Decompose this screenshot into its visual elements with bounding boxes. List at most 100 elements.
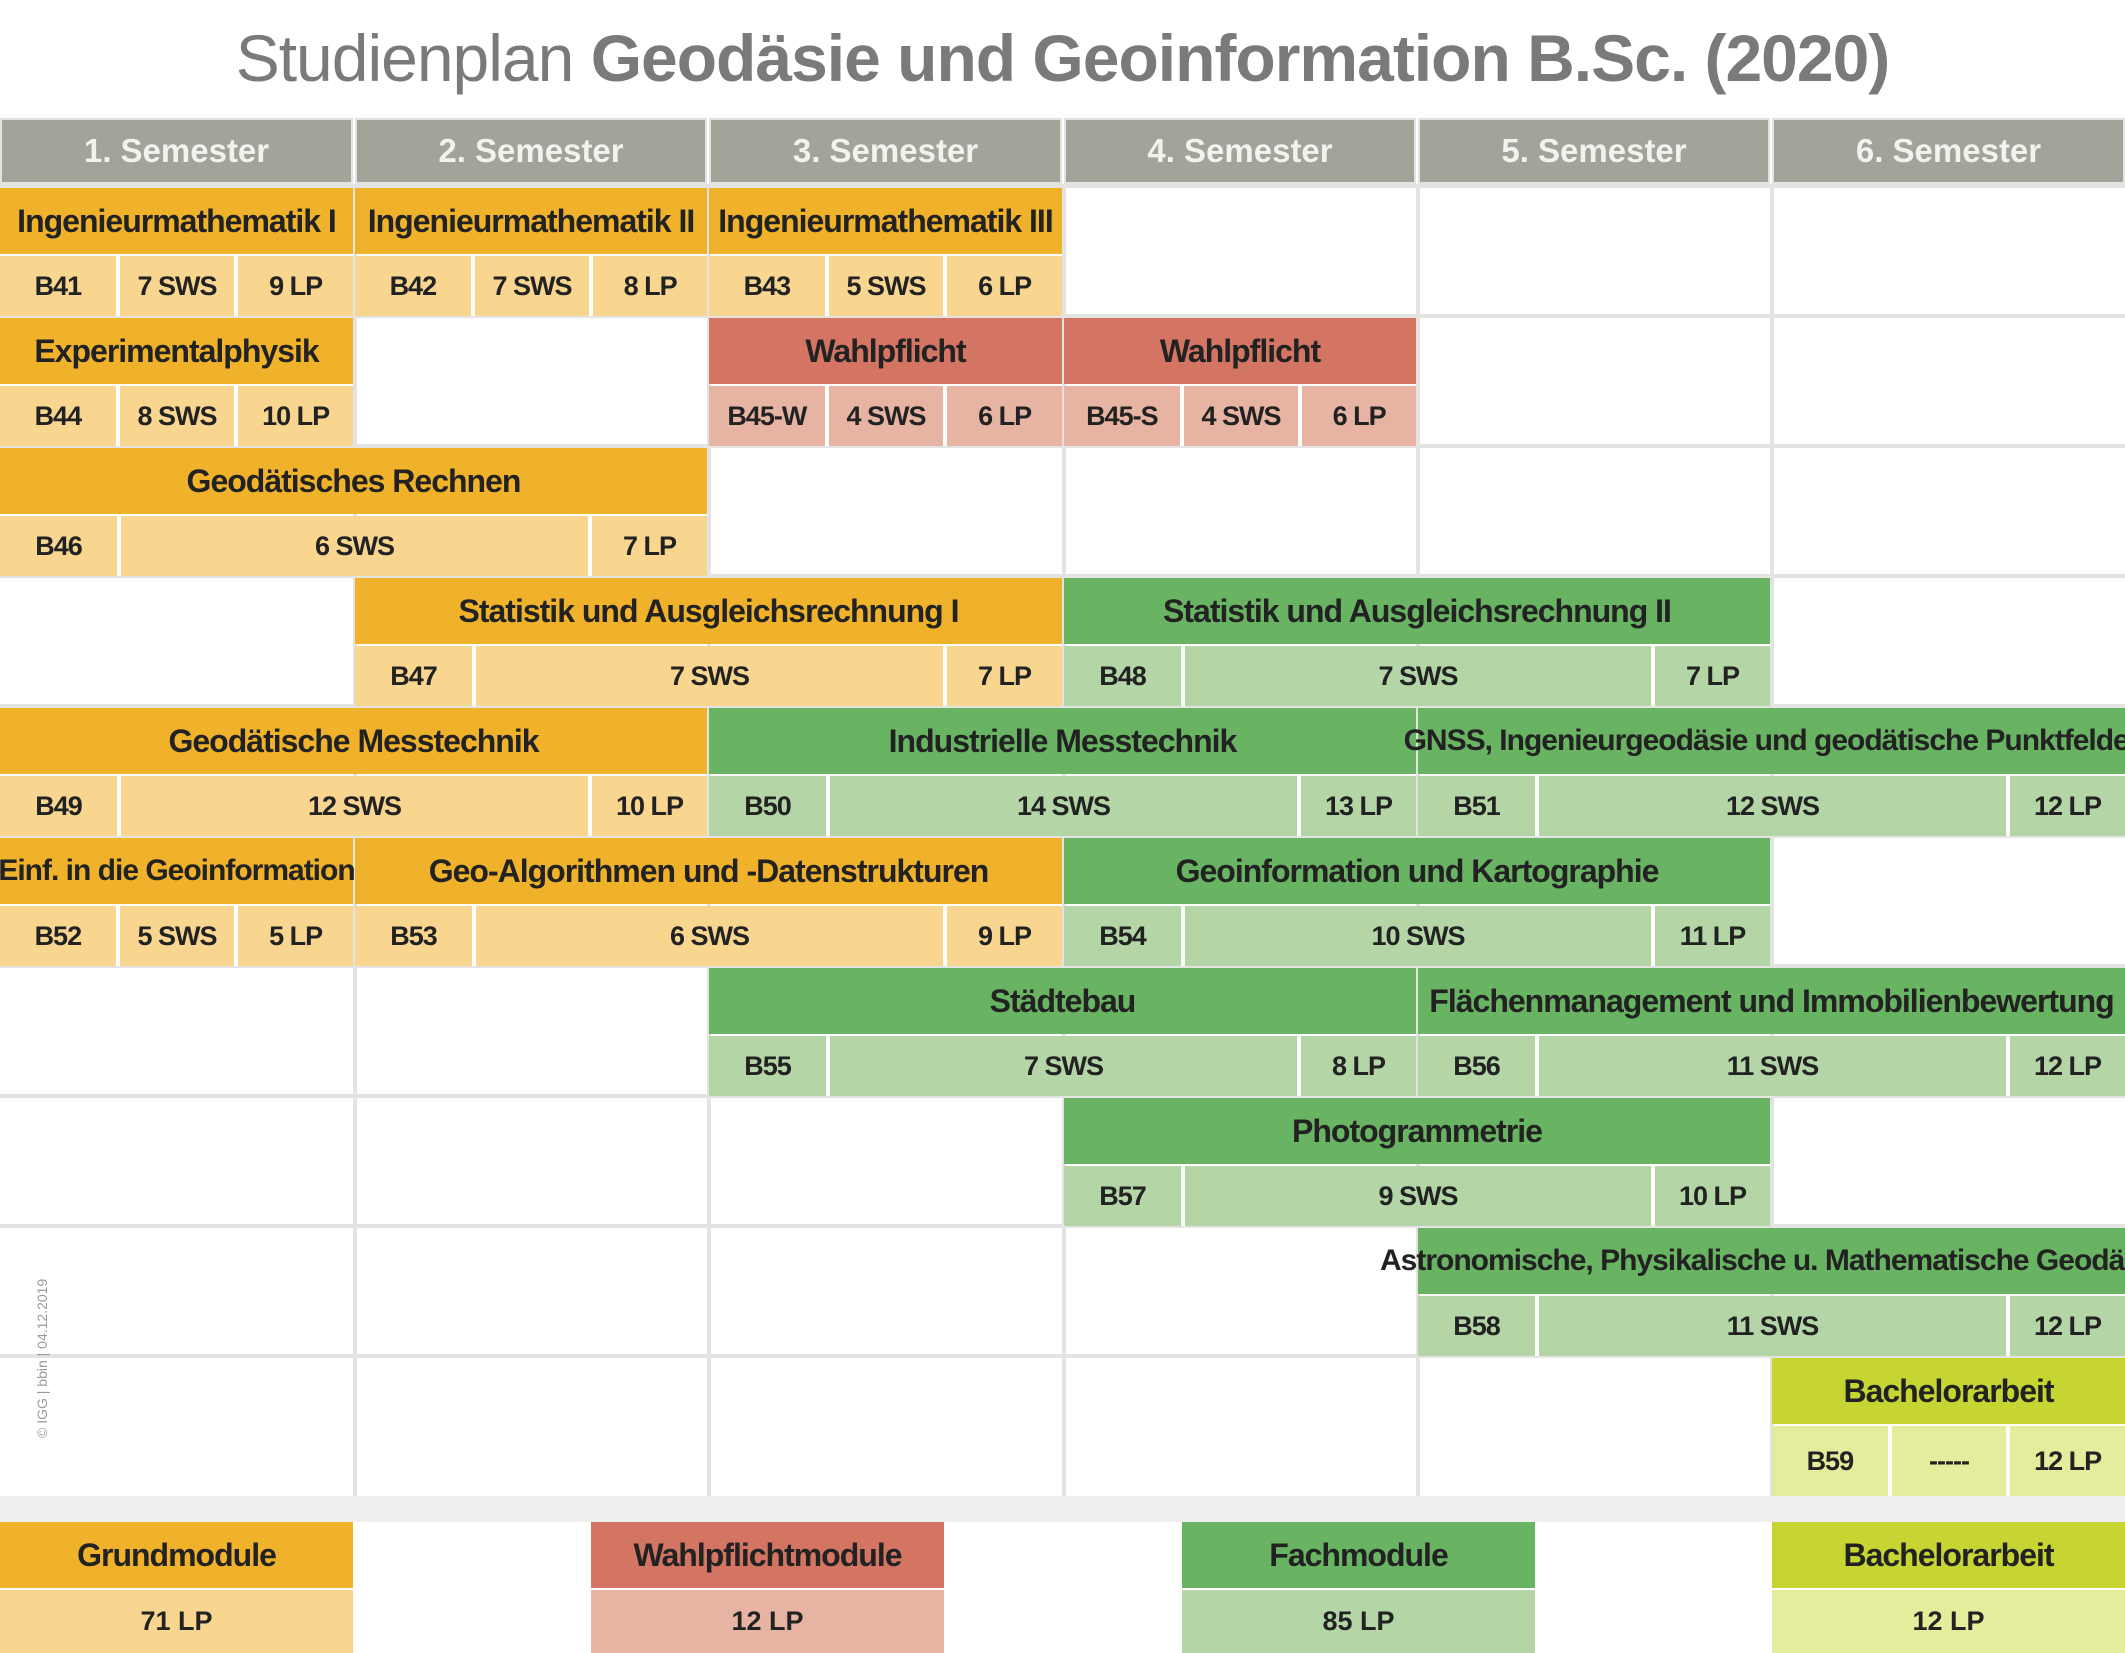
module-code: B51 [1418, 776, 1535, 836]
module-sws: 7 SWS [1181, 646, 1651, 706]
module-sws: 9 SWS [1181, 1166, 1651, 1226]
module-lp: 12 LP [2006, 1426, 2125, 1496]
module-name: Ingenieurmathematik III [709, 188, 1062, 254]
legend-bachelorarbeit: Bachelorarbeit 12 LP [1772, 1522, 2125, 1653]
module-name: Geodätische Messtechnik [0, 708, 707, 774]
module-code: B49 [0, 776, 117, 836]
module-card: Ingenieurmathematik II B42 7 SWS 8 LP [355, 188, 707, 316]
module-name: Statistik und Ausgleichsrechnung I [355, 578, 1062, 644]
module-lp: 5 LP [234, 906, 353, 966]
module-code: B47 [355, 646, 472, 706]
legend-value: 12 LP [1772, 1590, 2125, 1653]
module-lp: 11 LP [1651, 906, 1770, 966]
module-sws: 4 SWS [1179, 386, 1299, 446]
module-sws: 12 SWS [1535, 776, 2006, 836]
module-card: Geodätisches Rechnen B46 6 SWS 7 LP [0, 448, 707, 576]
copyright-credit: © IGG | bbin | 04.12.2019 [34, 1278, 50, 1438]
module-code: B50 [709, 776, 826, 836]
module-lp: 7 LP [588, 516, 707, 576]
legend-value: 85 LP [1182, 1590, 1535, 1653]
semester-header-1: 1. Semester [0, 118, 353, 184]
grid-line [1770, 184, 1774, 1496]
module-sws: 4 SWS [824, 386, 944, 446]
module-sws: 7 SWS [472, 646, 943, 706]
semester-header-3: 3. Semester [709, 118, 1062, 184]
module-card: Geo-Algorithmen und -Datenstrukturen B53… [355, 838, 1062, 966]
module-name: Einf. in die Geoinformation [0, 838, 356, 904]
module-sws: 10 SWS [1181, 906, 1651, 966]
module-card: Ingenieurmathematik I B41 7 SWS 9 LP [0, 188, 353, 316]
module-lp: 6 LP [943, 256, 1062, 316]
legend-value: 71 LP [0, 1590, 353, 1653]
legend-name: Grundmodule [0, 1522, 353, 1588]
module-sws: 6 SWS [117, 516, 588, 576]
module-name: Industrielle Messtechnik [709, 708, 1416, 774]
module-card: Geoinformation und Kartographie B54 10 SW… [1064, 838, 1770, 966]
module-lp: 10 LP [234, 386, 353, 446]
module-name: Geodätisches Rechnen [0, 448, 707, 514]
module-code: B59 [1772, 1426, 1888, 1496]
module-sws: 8 SWS [115, 386, 235, 446]
module-code: B46 [0, 516, 117, 576]
module-card: Wahlpflicht B45-S 4 SWS 6 LP [1064, 318, 1416, 446]
module-name: Photogrammetrie [1064, 1098, 1770, 1164]
module-name: GNSS, Ingenieurgeodäsie und geodätische … [1404, 708, 2125, 774]
module-card: Experimentalphysik B44 8 SWS 10 LP [0, 318, 353, 446]
module-sws: 11 SWS [1535, 1036, 2006, 1096]
module-lp: 12 LP [2006, 1036, 2125, 1096]
module-sws: 7 SWS [826, 1036, 1297, 1096]
study-plan-grid: 1. Semester 2. Semester 3. Semester 4. S… [0, 118, 2125, 1496]
module-lp: 7 LP [1651, 646, 1770, 706]
module-card: Wahlpflicht B45-W 4 SWS 6 LP [709, 318, 1062, 446]
module-code: B54 [1064, 906, 1181, 966]
module-code: B53 [355, 906, 472, 966]
legend-name: Bachelorarbeit [1772, 1522, 2125, 1588]
module-name: Ingenieurmathematik I [0, 188, 353, 254]
module-sws: 5 SWS [824, 256, 944, 316]
module-card: Geodätische Messtechnik B49 12 SWS 10 LP [0, 708, 707, 836]
module-card: Bachelorarbeit B59 ----- 12 LP [1772, 1358, 2125, 1496]
module-code: B45-W [709, 386, 825, 446]
module-card: Astronomische, Physikalische u. Mathemat… [1380, 1228, 2125, 1356]
module-code: B42 [355, 256, 471, 316]
legend-fachmodule: Fachmodule 85 LP [1182, 1522, 1535, 1653]
module-code: B41 [0, 256, 116, 316]
module-name: Statistik und Ausgleichsrechnung II [1064, 578, 1770, 644]
module-name: Astronomische, Physikalische u. Mathemat… [1380, 1228, 2125, 1294]
module-sws: ----- [1887, 1426, 2007, 1496]
module-name: Bachelorarbeit [1772, 1358, 2125, 1424]
module-sws: 6 SWS [472, 906, 943, 966]
legend-grundmodule: Grundmodule 71 LP [0, 1522, 353, 1653]
module-lp: 7 LP [943, 646, 1062, 706]
module-lp: 9 LP [943, 906, 1062, 966]
module-lp: 10 LP [1651, 1166, 1770, 1226]
module-name: Wahlpflicht [709, 318, 1062, 384]
module-card: Photogrammetrie B57 9 SWS 10 LP [1064, 1098, 1770, 1226]
module-card: Statistik und Ausgleichsrechnung II B48 7… [1064, 578, 1770, 706]
module-sws: 14 SWS [826, 776, 1297, 836]
semester-header-2: 2. Semester [355, 118, 707, 184]
module-lp: 13 LP [1297, 776, 1416, 836]
module-card: Ingenieurmathematik III B43 5 SWS 6 LP [709, 188, 1062, 316]
module-card: Flächenmanagement und Immobilienbewertun… [1418, 968, 2125, 1096]
module-lp: 12 LP [2006, 1296, 2125, 1356]
module-code: B58 [1418, 1296, 1535, 1356]
title-bold: Geodäsie und Geoinformation B.Sc. (2020) [590, 21, 1891, 95]
module-name: Ingenieurmathematik II [355, 188, 707, 254]
legend-value: 12 LP [591, 1590, 944, 1653]
module-code: B45-S [1064, 386, 1180, 446]
semester-header-5: 5. Semester [1418, 118, 1770, 184]
module-sws: 7 SWS [470, 256, 590, 316]
module-code: B55 [709, 1036, 826, 1096]
module-lp: 6 LP [1298, 386, 1416, 446]
module-code: B52 [0, 906, 116, 966]
module-name: Geo-Algorithmen und -Datenstrukturen [355, 838, 1062, 904]
module-code: B57 [1064, 1166, 1181, 1226]
legend-separator [0, 1496, 2125, 1522]
semester-header-4: 4. Semester [1064, 118, 1416, 184]
semester-header-6: 6. Semester [1772, 118, 2125, 184]
module-sws: 11 SWS [1535, 1296, 2006, 1356]
legend-name: Wahlpflichtmodule [591, 1522, 944, 1588]
module-lp: 8 LP [589, 256, 707, 316]
module-card: Städtebau B55 7 SWS 8 LP [709, 968, 1416, 1096]
